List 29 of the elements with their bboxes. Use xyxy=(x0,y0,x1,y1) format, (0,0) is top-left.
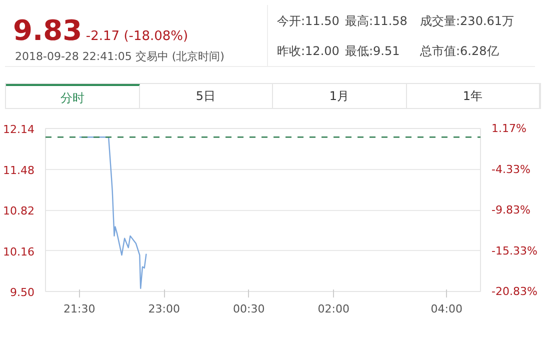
y-tick-label: 12.14 xyxy=(3,123,35,136)
x-tick-label: 21:30 xyxy=(64,302,96,316)
text: 分时 xyxy=(6,84,140,108)
text: 总市值:6.28亿 xyxy=(420,43,499,60)
y-tick-label: 10.16 xyxy=(3,245,35,258)
text: 1月 xyxy=(273,84,406,108)
y2-tick-label: -15.33% xyxy=(492,244,538,258)
text: 1年 xyxy=(406,84,540,108)
y2-tick-label: -4.33% xyxy=(492,162,530,176)
y-tick-label: 10.82 xyxy=(3,204,35,218)
x-tick-label: 04:00 xyxy=(430,302,462,316)
y2-tick-label: -20.83% xyxy=(492,285,538,298)
x-tick-label: 23:00 xyxy=(148,302,180,316)
line-series xyxy=(78,136,147,290)
chart-subtitle: -2.17 (-18.08%) xyxy=(86,29,188,44)
text: 成交量:230.61万 xyxy=(420,13,514,30)
x-tick-label: 02:00 xyxy=(318,302,350,316)
text: 今开:11.50 xyxy=(277,13,340,30)
text: 最低:9.51 xyxy=(345,43,400,60)
x-tick-label: 00:30 xyxy=(233,302,265,316)
text: 最高:11.58 xyxy=(345,13,408,30)
text: 5日 xyxy=(140,84,273,108)
text: 昨收:12.00 xyxy=(277,43,340,60)
y2-tick-label: -9.83% xyxy=(492,204,530,216)
chart-title: 9.83 xyxy=(13,14,82,47)
y2-tick-label: 1.17% xyxy=(492,122,526,135)
y-tick-label: 9.50 xyxy=(10,286,35,299)
y-tick-label: 11.48 xyxy=(3,164,35,177)
text: 2018-09-28 22:41:05 交易中 (北京时间) xyxy=(15,49,224,65)
